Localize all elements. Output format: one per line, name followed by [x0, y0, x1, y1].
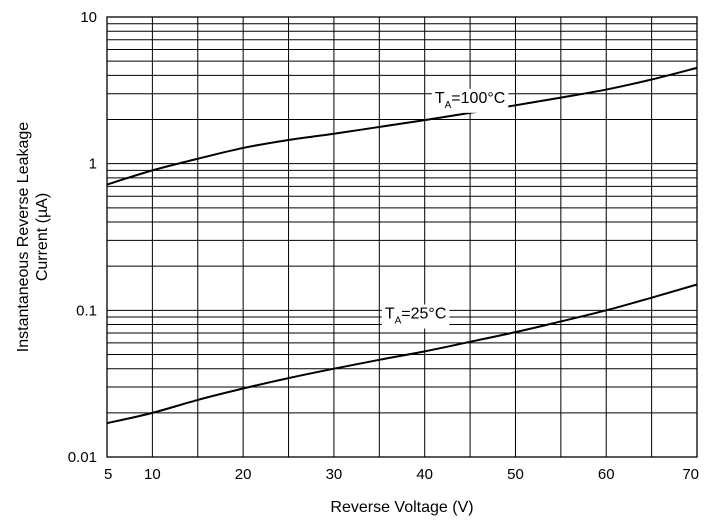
y-tick-label: 1	[89, 156, 97, 173]
y-axis-title: Instantaneous Reverse Leakage Current (µA…	[15, 122, 51, 352]
series-label-1: TA=25°C	[381, 304, 450, 329]
y-tick-labels: 0.01 0.1 1 10	[68, 9, 97, 466]
x-tick-label: 20	[235, 466, 252, 483]
y-axis-title-line: Current (µA)	[34, 193, 51, 281]
y-tick-label: 10	[80, 9, 97, 26]
series-line-1	[106, 283, 698, 425]
x-tick-label: 30	[326, 466, 343, 483]
grid	[106, 17, 698, 458]
x-tick-label: 60	[598, 466, 615, 483]
x-tick-label: 5	[104, 466, 112, 483]
series-label-0: TA=100°C	[431, 88, 509, 113]
x-tick-label: 70	[682, 466, 699, 483]
series-line-0	[106, 66, 698, 186]
y-tick-label: 0.01	[68, 449, 97, 466]
series-label-background	[431, 88, 509, 113]
y-axis-title-line: Instantaneous Reverse Leakage	[15, 122, 32, 352]
x-tick-label: 10	[144, 466, 161, 483]
y-tick-label: 0.1	[76, 302, 97, 319]
x-tick-labels: 5 10 20 30 40 50 60 70	[104, 466, 699, 483]
curves: TA=100°C TA=25°C	[106, 66, 698, 425]
x-tick-label: 50	[507, 466, 524, 483]
series-label-text: TA=25°C	[385, 305, 447, 326]
x-tick-label: 40	[416, 466, 433, 483]
x-axis-title: Reverse Voltage (V)	[330, 499, 473, 516]
series-label-text: TA=100°C	[435, 90, 505, 111]
plot-frame	[106, 16, 698, 458]
series-label-background	[381, 304, 450, 329]
